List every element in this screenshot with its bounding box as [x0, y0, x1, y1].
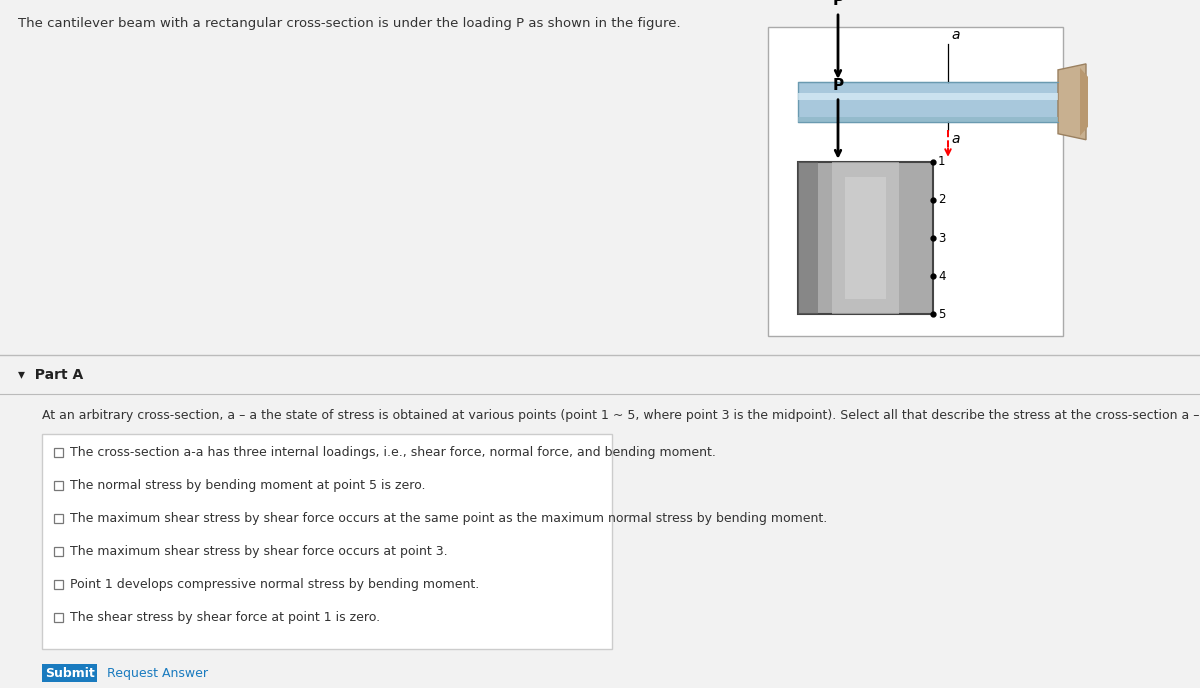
Text: Submit: Submit — [44, 667, 95, 680]
Bar — [42, 665, 97, 682]
Bar — [798, 117, 1058, 122]
Text: 1: 1 — [938, 155, 946, 168]
Bar — [832, 162, 899, 314]
Text: ▾  Part A: ▾ Part A — [18, 368, 83, 383]
Text: The shear stress by shear force at point 1 is zero.: The shear stress by shear force at point… — [70, 611, 380, 624]
Bar — [798, 93, 1058, 100]
Text: 4: 4 — [938, 270, 946, 283]
Text: 3: 3 — [938, 232, 946, 244]
Bar — [54, 580, 64, 589]
Text: Point 1 develops compressive normal stress by bending moment.: Point 1 develops compressive normal stre… — [70, 578, 479, 591]
Bar — [845, 177, 886, 299]
Bar — [798, 82, 1058, 122]
Text: 5: 5 — [938, 308, 946, 321]
Text: At an arbitrary cross-section, a – a the state of stress is obtained at various : At an arbitrary cross-section, a – a the… — [42, 409, 1200, 422]
Polygon shape — [1058, 64, 1086, 140]
Bar — [54, 514, 64, 523]
Bar — [54, 481, 64, 490]
Text: P: P — [833, 78, 844, 93]
Text: P: P — [833, 0, 844, 8]
Text: The maximum shear stress by shear force occurs at the same point as the maximum : The maximum shear stress by shear force … — [70, 512, 827, 525]
Bar — [798, 162, 934, 314]
Text: Request Answer: Request Answer — [107, 667, 208, 680]
Bar — [798, 162, 818, 314]
Bar — [768, 27, 1063, 336]
Text: 2: 2 — [938, 193, 946, 206]
Polygon shape — [1080, 68, 1088, 136]
Text: The normal stress by bending moment at point 5 is zero.: The normal stress by bending moment at p… — [70, 479, 426, 492]
Bar — [54, 547, 64, 556]
Text: The maximum shear stress by shear force occurs at point 3.: The maximum shear stress by shear force … — [70, 545, 448, 558]
Bar — [54, 448, 64, 457]
Text: a: a — [952, 28, 960, 42]
Text: The cantilever beam with a rectangular cross-section is under the loading P as s: The cantilever beam with a rectangular c… — [18, 17, 680, 30]
Bar — [54, 613, 64, 622]
Text: a: a — [952, 131, 960, 146]
Bar — [42, 434, 612, 649]
Text: The cross-section a-a has three internal loadings, i.e., shear force, normal for: The cross-section a-a has three internal… — [70, 446, 716, 459]
